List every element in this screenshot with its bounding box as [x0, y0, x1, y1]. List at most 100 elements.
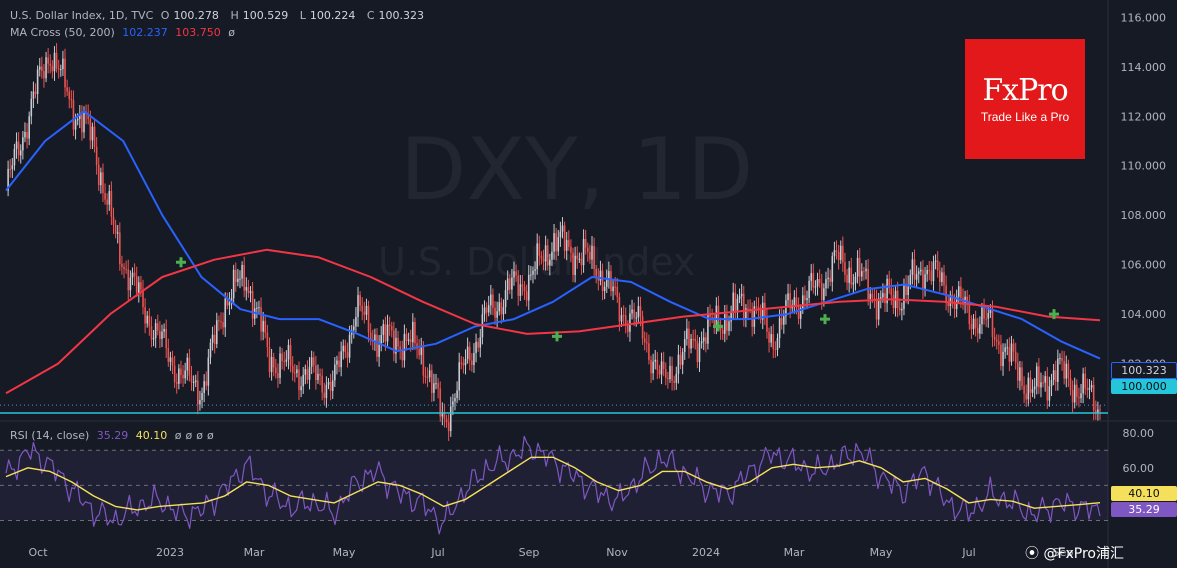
candle-body	[648, 343, 650, 360]
rsi-tag-value: 35.29	[1111, 502, 1177, 517]
candle-body	[806, 298, 808, 301]
candle-body	[34, 91, 37, 95]
symbol-header[interactable]: U.S. Dollar Index, 1D, TVC O 100.278 H 100…	[10, 9, 432, 22]
price-tick-label: 106.000	[1121, 259, 1167, 272]
candle-body	[873, 298, 876, 300]
candle-body	[993, 337, 996, 340]
candle-body	[1063, 360, 1065, 379]
candle-body	[51, 65, 54, 72]
candle-body	[323, 392, 326, 398]
candle-body	[310, 357, 313, 367]
candle-body	[258, 307, 260, 309]
candle-body	[192, 382, 195, 384]
candle-body	[804, 295, 806, 301]
candle-body	[245, 287, 248, 291]
candle-body	[239, 278, 241, 280]
candle-body	[631, 309, 633, 314]
candle-body	[837, 251, 840, 261]
candle-body	[871, 293, 874, 299]
candle-body	[633, 309, 635, 318]
candle-body	[270, 356, 273, 372]
candle-body	[1002, 351, 1004, 367]
candle-body	[723, 314, 726, 334]
candle-body	[142, 289, 144, 308]
candle-body	[508, 278, 511, 290]
candle-body	[920, 269, 922, 272]
candle-body	[43, 71, 45, 79]
candle-body	[875, 298, 878, 320]
candle-body	[540, 255, 543, 259]
time-tick-label: Oct	[28, 546, 48, 559]
candle-body	[66, 87, 68, 92]
ma-header[interactable]: MA Cross (50, 200) 102.237 103.750 ø	[10, 26, 239, 39]
candle-body	[966, 296, 969, 305]
candle-body	[924, 274, 926, 290]
candle-body	[856, 257, 859, 277]
candle-body	[1006, 347, 1009, 349]
candle-body	[603, 286, 606, 291]
candle-body	[477, 341, 479, 348]
candle-body	[930, 270, 933, 282]
candle-body	[22, 137, 24, 151]
candle-body	[1057, 358, 1059, 382]
candle-body	[485, 307, 488, 313]
candle-body	[734, 292, 737, 311]
candle-body	[839, 245, 842, 261]
candle-body	[957, 286, 960, 297]
candle-body	[213, 334, 216, 345]
candle-body	[329, 382, 332, 391]
candle-body	[315, 365, 317, 381]
candle-body	[93, 126, 96, 147]
candle-body	[121, 264, 123, 267]
candle-body	[277, 373, 279, 378]
candle-body	[846, 274, 848, 283]
ma-fast-value: 102.237	[122, 26, 168, 39]
candle-body	[827, 277, 829, 280]
candle-body	[772, 334, 775, 349]
candle-body	[19, 150, 22, 156]
candle-body	[852, 282, 855, 285]
candle-body	[979, 324, 981, 334]
candle-body	[1029, 377, 1032, 393]
candle-body	[530, 274, 532, 276]
candle-body	[863, 271, 865, 273]
candle-body	[702, 337, 705, 342]
candle-body	[306, 369, 309, 380]
candle-body	[167, 348, 170, 362]
candle-body	[15, 141, 18, 149]
candle-body	[536, 243, 538, 270]
candle-body	[761, 302, 764, 320]
candle-body	[995, 339, 998, 342]
candle-body	[922, 269, 924, 290]
candle-body	[650, 359, 652, 374]
candle-body	[715, 305, 718, 326]
candle-body	[953, 303, 956, 309]
candle-body	[175, 382, 178, 384]
candle-body	[116, 232, 119, 234]
candle-body	[759, 309, 762, 320]
candle-body	[487, 305, 490, 313]
candle-body	[831, 256, 834, 282]
price-tick-label: 104.000	[1121, 308, 1167, 321]
candle-body	[618, 297, 621, 322]
candle-body	[608, 271, 610, 279]
candle-body	[673, 380, 676, 383]
candle-body	[898, 308, 901, 311]
candle-body	[622, 315, 625, 317]
candle-body	[677, 354, 680, 374]
candle-body	[420, 345, 423, 356]
candle-body	[456, 390, 458, 399]
candle-body	[1035, 366, 1038, 387]
candle-body	[256, 307, 258, 309]
ma-cross-marker	[713, 321, 723, 332]
candle-body	[886, 278, 888, 304]
candle-body	[810, 273, 813, 281]
candle-body	[850, 267, 853, 285]
candle-body	[717, 305, 720, 325]
candle-body	[662, 361, 665, 369]
candle-body	[119, 232, 121, 265]
time-tick-label: May	[333, 546, 356, 559]
candle-body	[283, 361, 286, 363]
